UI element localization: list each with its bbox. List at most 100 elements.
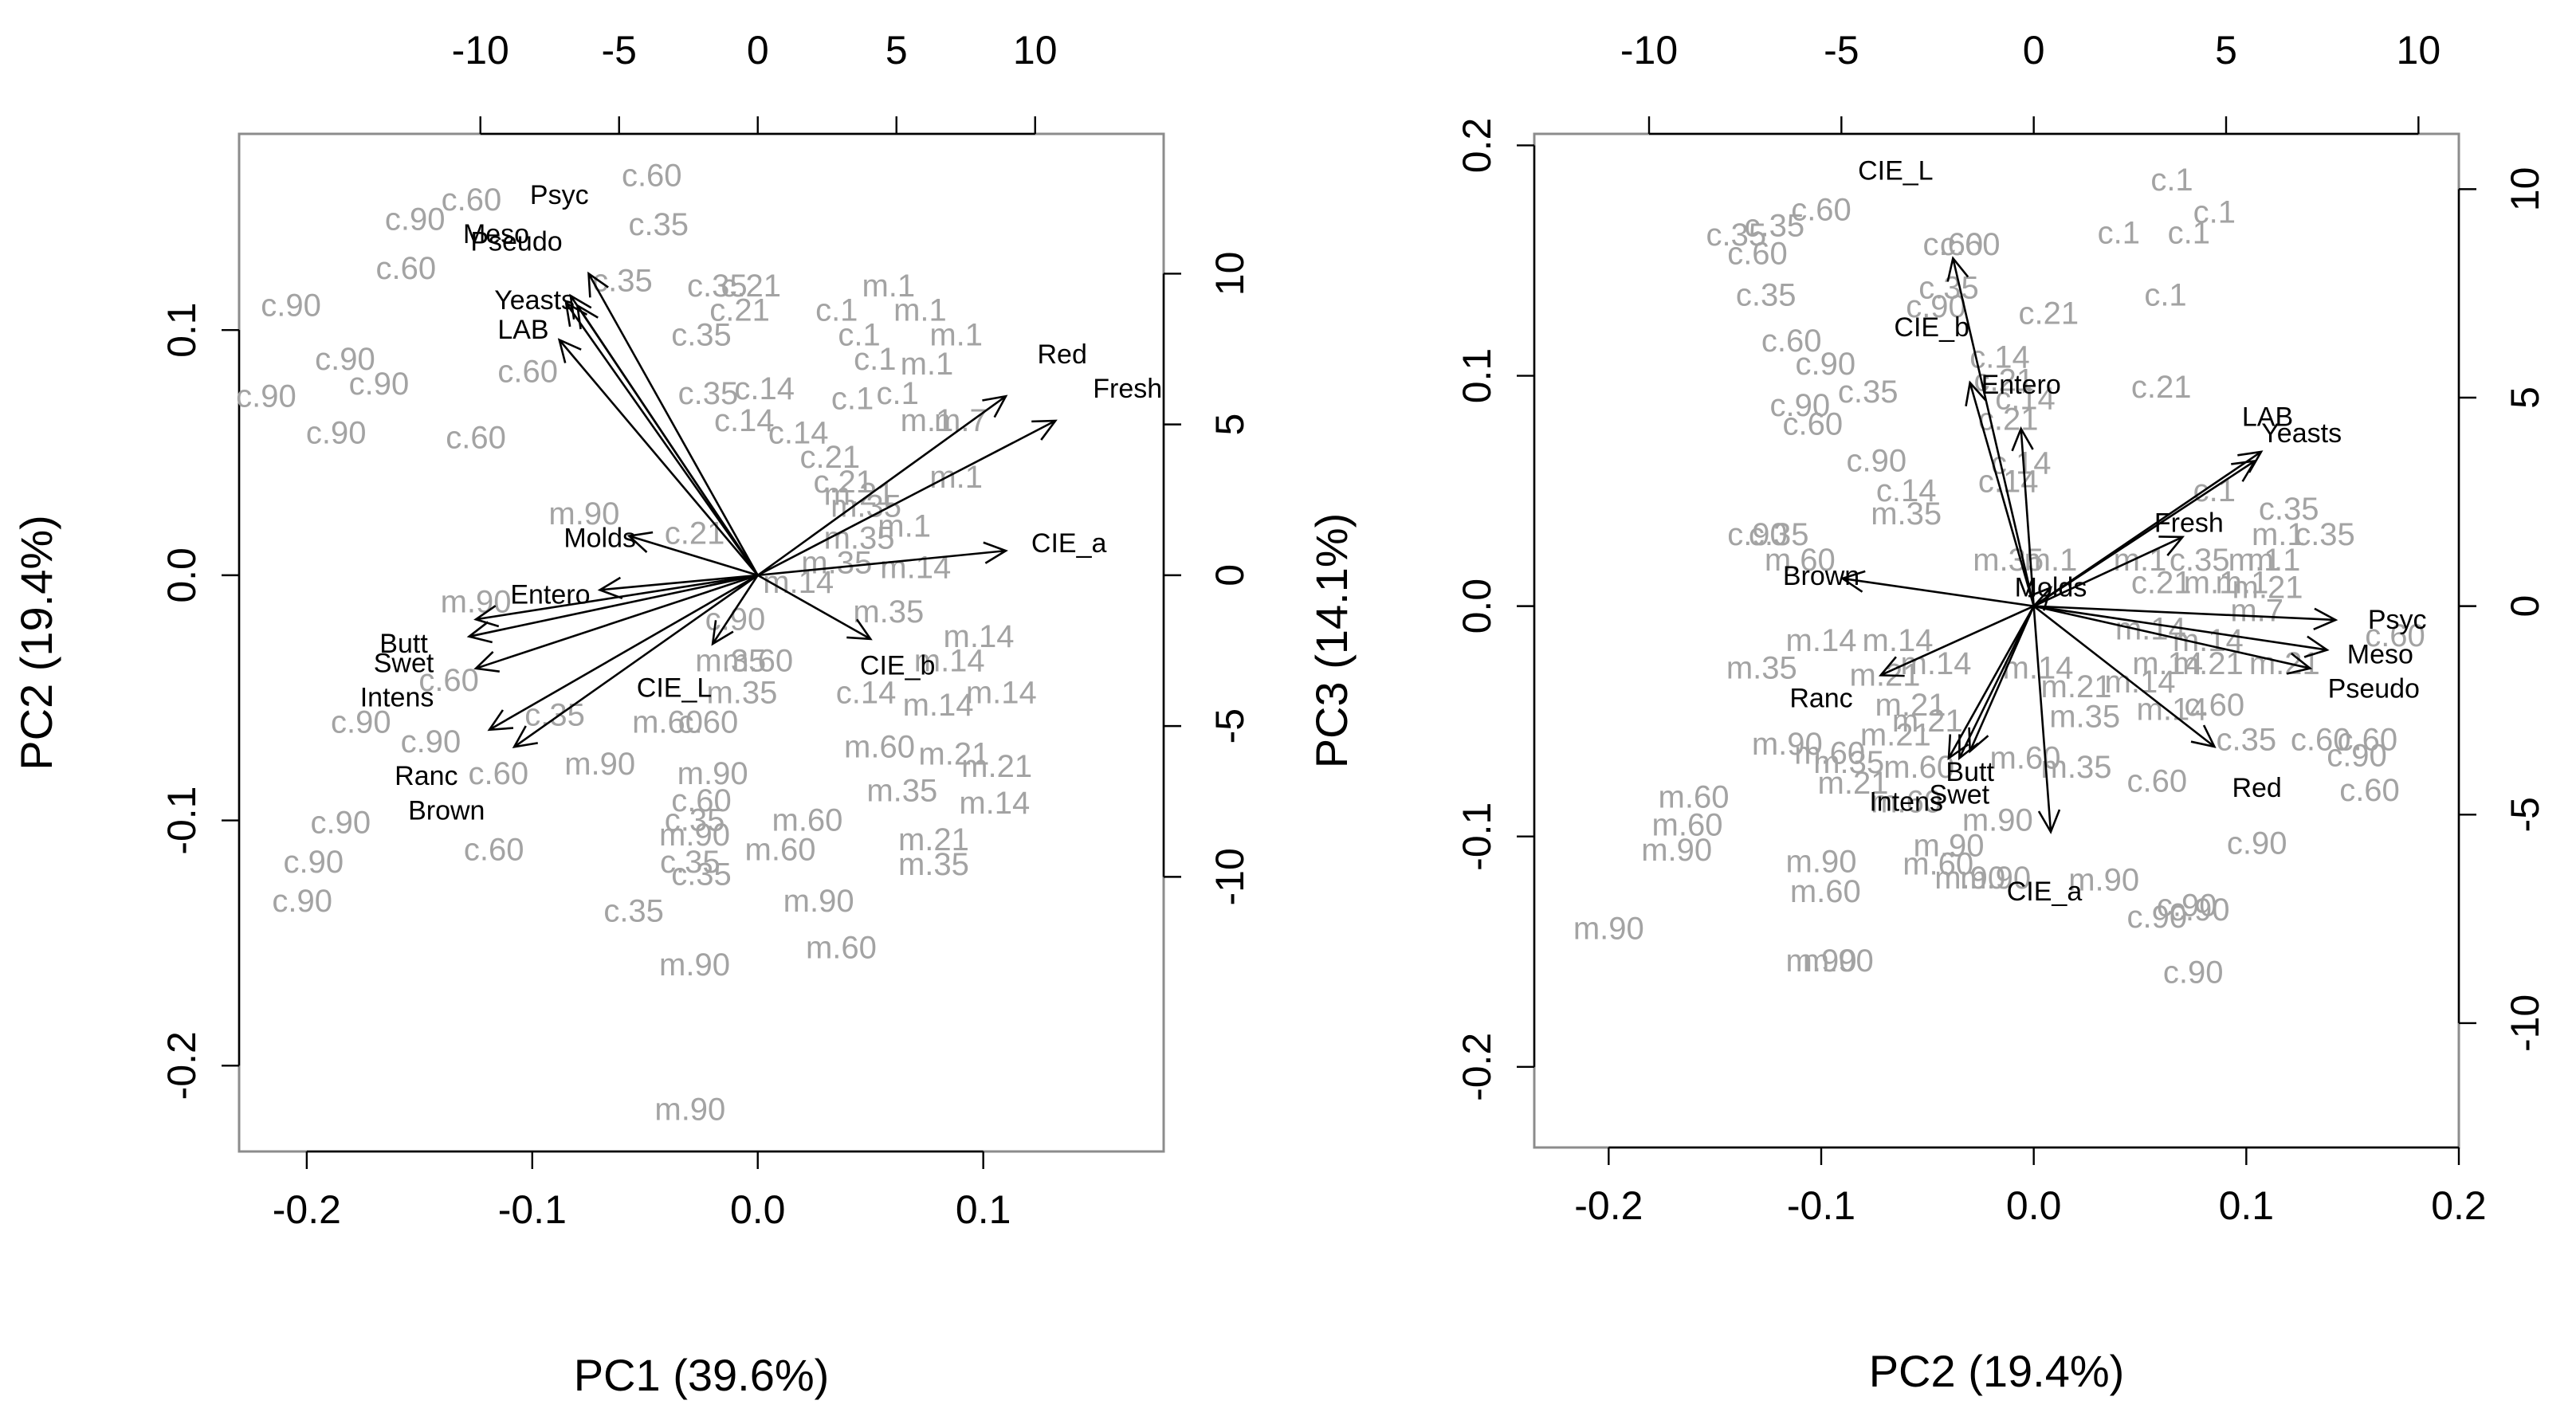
loading-arrow — [756, 395, 1007, 576]
observation-label: m.60 — [1990, 740, 2061, 775]
top-tick-label: -10 — [452, 28, 509, 73]
observation-label: c.35 — [671, 857, 732, 892]
variable-label: Psyc — [530, 180, 589, 210]
variable-label: Brown — [408, 795, 485, 826]
observation-label: c.21 — [709, 293, 770, 328]
observation-label: c.35 — [2170, 543, 2230, 578]
observation-label: m.21 — [1892, 704, 1963, 739]
observation-label: c.21 — [799, 440, 860, 475]
observation-label: c.60 — [1727, 236, 1788, 271]
loading-arrow — [2033, 535, 2183, 607]
observation-label: c.35 — [1745, 209, 1805, 244]
variable-label: Ranc — [1789, 683, 1852, 713]
observation-label: c.35 — [592, 264, 653, 299]
observation-labels: c.1c.1c.1c.1c.1c.35c.35c.60c.60 c.60c.60c… — [1573, 163, 2425, 990]
observation-label: c.1 — [876, 376, 918, 411]
loading-arrowhead — [2028, 586, 2053, 611]
observation-label: c.1 — [831, 381, 874, 416]
loading-arrowhead — [473, 605, 500, 628]
observation-label: m.1 — [2216, 566, 2269, 601]
observation-label: m.21 — [1818, 766, 1889, 801]
loading-arrowhead — [982, 394, 1008, 418]
loading-arrowhead — [487, 709, 514, 732]
observation-label: m.1 — [862, 269, 915, 304]
loading-arrow — [576, 304, 759, 576]
observation-label: m.21 — [2232, 571, 2303, 606]
observation-label: m.7 — [2230, 593, 2283, 628]
loading-arrowhead — [2286, 653, 2313, 675]
loading-arrow — [1947, 606, 2035, 759]
variable-label: Yeasts — [494, 285, 575, 316]
variable-label: CIE_L — [637, 673, 713, 703]
observation-label: c.60 — [622, 158, 682, 193]
variable-label: Molds — [2015, 573, 2087, 603]
variable-label: Pseudo — [2328, 674, 2420, 704]
variable-label: Swet — [1930, 780, 1990, 810]
observation-label: m.60 — [1659, 780, 1730, 815]
observation-label: c.90 — [2327, 739, 2387, 774]
loading-arrow — [2033, 605, 2327, 651]
observation-label: c.60 — [418, 663, 479, 698]
observation-label: m.1 — [2024, 543, 2078, 578]
observation-label: c.35 — [2259, 492, 2319, 527]
observation-label: m.90 — [1786, 845, 1857, 880]
x-tick-label: 0.0 — [2006, 1183, 2062, 1228]
observation-label: c.35 — [1838, 375, 1899, 410]
y-axis-title: PC2 (19.4%) — [11, 515, 61, 771]
observation-labels: c.60c.60c.90 c.35c.60c.90c.35 c.35c.21c.21… — [236, 158, 1037, 1127]
top-tick-label: 10 — [2397, 28, 2441, 73]
observation-label: c.60 — [376, 251, 437, 286]
observation-label: c.90 — [311, 806, 371, 841]
observation-label: m.35 — [824, 521, 895, 556]
loading-arrowhead — [1946, 256, 1969, 282]
loading-arrow — [475, 574, 759, 670]
observation-label: m.35 — [866, 774, 937, 809]
loading-arrowhead — [1878, 656, 1905, 677]
y-tick-label: -0.2 — [1455, 1033, 1499, 1101]
top-tick-label: 5 — [2215, 28, 2237, 73]
loading-arrow — [469, 574, 759, 638]
loading-arrow — [757, 419, 1056, 577]
variable-label: Butt — [1946, 757, 1994, 787]
variable-label: LAB — [2242, 402, 2293, 433]
y-axis-title: PC3 (14.1%) — [1306, 513, 1357, 769]
loading-arrow — [757, 549, 1007, 577]
loading-arrowhead — [466, 621, 493, 644]
plot-frame — [1533, 132, 2460, 1149]
right-tick-label: -10 — [2503, 994, 2547, 1052]
observation-label: c.90 — [315, 342, 375, 377]
loading-arrow — [2032, 605, 2216, 748]
observation-label: c.90 — [2227, 826, 2287, 861]
observation-label: c.60 — [1761, 324, 1822, 359]
observation-label: c.90 — [1796, 347, 1856, 382]
variable-label: Yeasts — [2261, 418, 2342, 449]
variable-label: CIE_b — [860, 651, 936, 681]
observation-label: c.35 — [603, 893, 664, 928]
observation-label: c.21 — [813, 465, 874, 500]
loading-arrow — [1958, 606, 2035, 759]
observation-label: c.90 — [2163, 955, 2224, 990]
observation-label: m.90 — [2068, 863, 2139, 898]
observation-label: c.90 — [236, 379, 296, 414]
x-tick-label: 0.2 — [2431, 1183, 2487, 1228]
x-tick-label: 0.1 — [956, 1187, 1011, 1232]
loading-arrow — [757, 574, 871, 641]
observation-label: m.14 — [903, 688, 974, 723]
right-tick-label: 0 — [1208, 564, 1252, 586]
top-tick-label: -5 — [1824, 28, 1859, 73]
x-tick-label: 0.1 — [2219, 1183, 2275, 1228]
observation-label: m.90 — [1752, 727, 1823, 762]
observation-label: c.35 — [665, 803, 725, 838]
observation-label: c.60 — [446, 421, 506, 456]
observation-label: c.90 — [1847, 444, 1907, 479]
observation-label: m.14 — [966, 676, 1037, 711]
observation-label: m.21 — [824, 477, 895, 512]
variable-label: Pseudo — [470, 226, 562, 257]
observation-label: m.60 — [1652, 807, 1723, 842]
loading-arrowhead — [2158, 535, 2185, 556]
observation-label: m.1 — [878, 508, 931, 543]
observation-label: c.35 — [660, 845, 721, 880]
loading-arrow — [2020, 428, 2035, 606]
observation-label: c.35 — [2295, 517, 2355, 552]
loading-arrowhead — [2303, 635, 2330, 658]
